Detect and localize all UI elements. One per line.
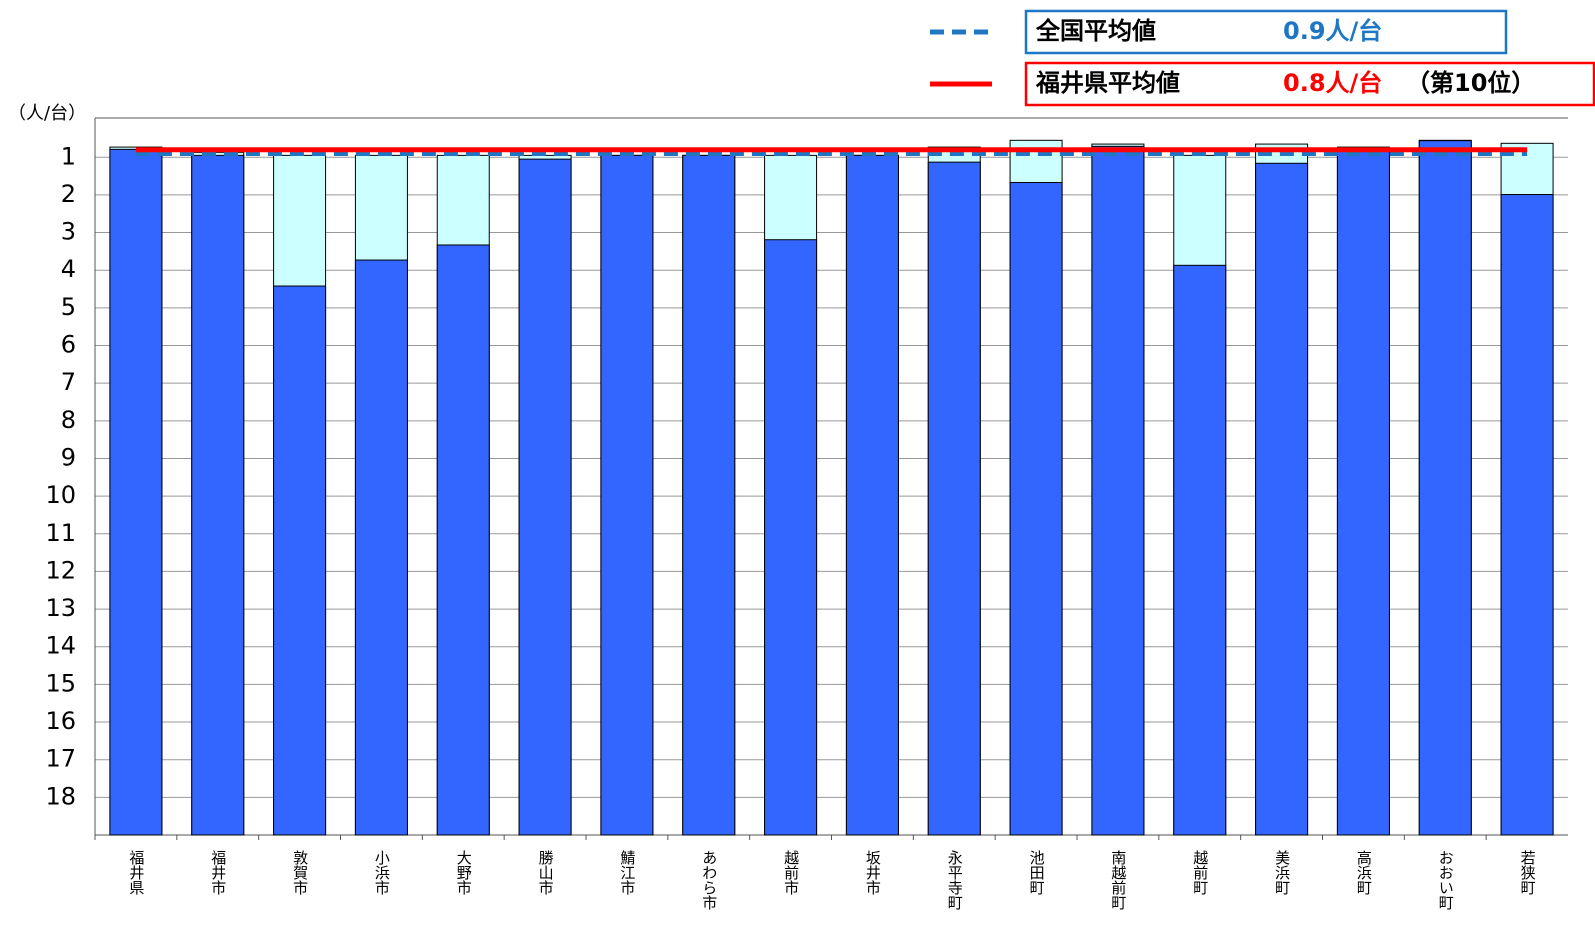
bar bbox=[927, 161, 981, 836]
bar bbox=[1009, 181, 1063, 836]
x-tick-label: 小浜市 bbox=[373, 850, 391, 895]
y-tick-label: 10 bbox=[45, 481, 76, 509]
y-tick-label: 17 bbox=[45, 745, 76, 773]
bar bbox=[1173, 264, 1227, 836]
x-tick-label: 坂井市 bbox=[864, 850, 882, 895]
legend-label: 全国平均値 bbox=[1035, 17, 1156, 45]
legend-box bbox=[1024, 61, 1595, 107]
x-tick-label: 若狭町 bbox=[1519, 850, 1537, 895]
x-tick-label: 鯖江市 bbox=[618, 849, 636, 895]
y-axis-unit: （人/台） bbox=[8, 103, 86, 124]
y-tick-label: 9 bbox=[61, 443, 76, 471]
legend-label: 福井県平均値 bbox=[1035, 69, 1180, 97]
legend-box bbox=[1024, 9, 1508, 55]
x-tick-label: 池田町 bbox=[1028, 850, 1046, 895]
bar bbox=[191, 154, 245, 836]
legend-rank: （第10位） bbox=[1406, 69, 1535, 97]
y-tick-label: 4 bbox=[61, 255, 76, 283]
bar bbox=[1255, 162, 1309, 836]
x-tick-label: 越前町 bbox=[1191, 850, 1209, 895]
x-tick-label: おおい町 bbox=[1437, 850, 1455, 910]
x-tick-label: 敦賀市 bbox=[291, 850, 309, 895]
x-tick-label: 勝山市 bbox=[537, 850, 555, 895]
bar bbox=[273, 285, 327, 836]
y-tick-label: 8 bbox=[61, 406, 76, 434]
bar bbox=[109, 148, 163, 836]
bar bbox=[764, 239, 818, 836]
y-tick-label: 2 bbox=[61, 180, 76, 208]
y-tick-label: 12 bbox=[45, 556, 76, 584]
bar bbox=[845, 154, 899, 836]
y-tick-label: 16 bbox=[45, 707, 76, 735]
bar bbox=[518, 158, 572, 836]
bar bbox=[1500, 194, 1554, 836]
x-tick-label: あわら市 bbox=[700, 850, 718, 910]
x-tick-label: 高浜町 bbox=[1355, 850, 1373, 895]
y-tick-label: 1 bbox=[61, 142, 76, 170]
x-tick-label: 美浜町 bbox=[1273, 850, 1291, 895]
y-tick-label: 18 bbox=[45, 782, 76, 810]
y-tick-label: 5 bbox=[61, 293, 76, 321]
legend-value: 0.9人/台 bbox=[1283, 17, 1382, 45]
y-tick-label: 13 bbox=[45, 594, 76, 622]
bar bbox=[682, 154, 736, 836]
bar bbox=[600, 154, 654, 836]
x-tick-label: 福井県 bbox=[127, 850, 145, 895]
bar bbox=[436, 244, 490, 836]
y-tick-label: 6 bbox=[61, 331, 76, 359]
y-tick-label: 15 bbox=[45, 669, 76, 697]
legend-value: 0.8人/台 bbox=[1283, 69, 1382, 97]
bar bbox=[354, 259, 408, 836]
y-tick-label: 7 bbox=[61, 368, 76, 396]
y-tick-label: 11 bbox=[45, 519, 76, 547]
bar bbox=[1418, 140, 1472, 836]
x-tick-label: 南越前町 bbox=[1109, 850, 1127, 910]
x-tick-label: 永平寺町 bbox=[946, 850, 964, 910]
x-tick-label: 越前市 bbox=[782, 850, 800, 895]
x-tick-label: 福井市 bbox=[209, 850, 227, 895]
y-tick-label: 3 bbox=[61, 218, 76, 246]
x-tick-label: 大野市 bbox=[455, 850, 473, 895]
bar bbox=[1336, 148, 1390, 836]
bar bbox=[1091, 145, 1145, 836]
y-tick-label: 14 bbox=[45, 632, 76, 660]
